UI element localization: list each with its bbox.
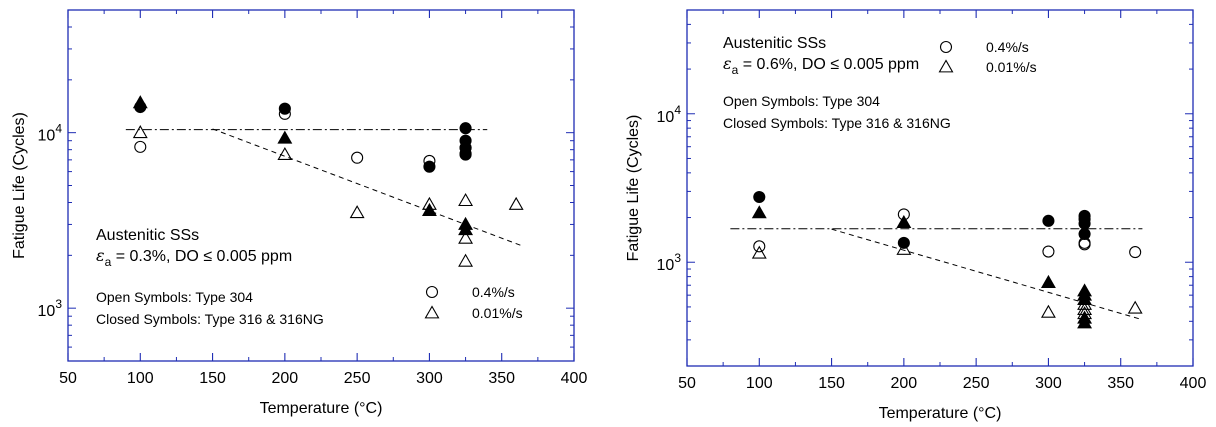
- legend: 0.4%/s 0.01%/s: [424, 284, 523, 321]
- data-point-closed-circle: [1078, 217, 1091, 230]
- legend-label-circle: 0.4%/s: [986, 39, 1029, 55]
- data-point-closed-triangle: [277, 130, 293, 144]
- y-tick-label: 103: [657, 251, 682, 274]
- legend: 0.4%/s 0.01%/s: [938, 39, 1037, 75]
- data-point-closed-circle: [278, 102, 291, 115]
- x-tick-label: 200: [272, 370, 299, 387]
- annotation-open-symbols: Open Symbols: Type 304: [96, 289, 253, 305]
- data-point-closed-triangle: [132, 95, 148, 109]
- data-point-closed-triangle: [1077, 315, 1093, 329]
- annotation-closed-symbols: Closed Symbols: Type 316 & 316NG: [96, 311, 324, 327]
- legend-triangle-marker: [424, 305, 440, 319]
- data-point-open-triangle: [1127, 300, 1143, 314]
- x-tick-label: 50: [59, 370, 77, 387]
- data-point-open-triangle: [896, 241, 912, 255]
- series-open-circle: [134, 107, 472, 168]
- data-point-open-triangle: [508, 196, 524, 210]
- legend-circle-marker: [939, 40, 953, 54]
- x-tick-label: 250: [963, 375, 990, 392]
- x-tick-label: 300: [416, 370, 443, 387]
- data-point-open-triangle: [349, 205, 365, 219]
- x-axis-ticks: 50 100 150 200 250 300 350 400: [59, 10, 587, 387]
- data-point-open-triangle: [277, 146, 293, 161]
- legend-label-circle: 0.4%/s: [472, 284, 515, 300]
- data-point-open-circle: [753, 240, 766, 253]
- data-point-open-circle: [134, 140, 147, 153]
- annotation-conditions: εa = 0.3%, DO ≤ 0.005 ppm: [96, 246, 292, 269]
- data-point-open-triangle: [132, 125, 148, 139]
- data-point-closed-triangle: [1077, 292, 1093, 306]
- y-tick-label: 104: [657, 103, 682, 126]
- legend-circle-marker: [425, 285, 439, 299]
- data-point-open-triangle: [458, 193, 474, 207]
- x-tick-label: 350: [1107, 375, 1134, 392]
- data-point-open-triangle: [1040, 304, 1056, 318]
- legend-label-triangle: 0.01%/s: [986, 59, 1037, 75]
- data-point-open-circle: [351, 151, 364, 164]
- chart-right: 50 100 150 200 250 300 350 400 103 104 Temperature…: [625, 9, 1206, 422]
- annotation-material: Austenitic SSs: [723, 35, 826, 52]
- x-tick-label: 400: [561, 370, 588, 387]
- x-tick-label: 100: [127, 370, 154, 387]
- data-point-closed-circle: [1078, 227, 1091, 241]
- y-axis-ticks: 103 104: [38, 9, 574, 362]
- series-open-triangle: [751, 241, 1143, 320]
- y-axis-title: Fatigue Life (Cycles): [625, 115, 642, 262]
- y-axis-ticks: 103 104: [657, 9, 1193, 367]
- data-point-open-circle: [1042, 245, 1055, 258]
- legend-triangle-marker: [938, 59, 954, 73]
- legend-label-triangle: 0.01%/s: [472, 305, 523, 321]
- x-tick-label: 50: [678, 375, 696, 392]
- data-point-open-triangle: [751, 245, 767, 259]
- x-tick-label: 350: [488, 370, 515, 387]
- data-point-open-triangle: [458, 230, 474, 244]
- x-tick-label: 200: [891, 375, 918, 392]
- x-axis-title: Temperature (°C): [879, 405, 1002, 422]
- x-tick-label: 100: [746, 375, 773, 392]
- x-tick-label: 400: [1180, 375, 1207, 392]
- annotation: Austenitic SSs εa = 0.3%, DO ≤ 0.005 ppm O…: [96, 227, 324, 327]
- x-tick-label: 300: [1035, 375, 1062, 392]
- x-tick-label: 150: [818, 375, 845, 392]
- data-point-closed-triangle: [458, 222, 474, 236]
- series-closed-circle: [753, 190, 1091, 249]
- data-point-closed-circle: [1042, 214, 1055, 227]
- data-point-closed-circle: [753, 190, 766, 204]
- data-point-closed-circle: [423, 160, 436, 173]
- data-point-closed-triangle: [751, 205, 767, 219]
- data-point-closed-circle: [459, 148, 472, 161]
- chart-left: 50 100 150 200 250 300 350 400 103 104 Temperature…: [11, 9, 587, 417]
- y-tick-label: 104: [38, 122, 63, 145]
- fit-line-dashed: [831, 228, 1143, 321]
- data-point-closed-circle: [459, 122, 472, 135]
- annotation-conditions: εa = 0.6%, DO ≤ 0.005 ppm: [723, 54, 919, 77]
- x-tick-label: 150: [199, 370, 226, 387]
- data-point-closed-triangle: [896, 214, 912, 228]
- data-point-closed-triangle: [421, 202, 437, 216]
- annotation: Austenitic SSs εa = 0.6%, DO ≤ 0.005 ppm O…: [723, 35, 951, 131]
- series-closed-circle: [134, 100, 472, 173]
- fit-lines: [125, 128, 524, 247]
- fit-lines: [730, 228, 1143, 321]
- series-closed-triangle: [132, 95, 474, 236]
- annotation-open-symbols: Open Symbols: Type 304: [723, 93, 880, 109]
- data-point-open-triangle: [458, 253, 474, 267]
- y-tick-label: 103: [38, 297, 63, 320]
- fit-line-dashed: [212, 128, 524, 247]
- x-tick-label: 250: [344, 370, 371, 387]
- data-point-open-circle: [1129, 246, 1142, 259]
- annotation-material: Austenitic SSs: [96, 227, 199, 244]
- data-point-closed-triangle: [1040, 274, 1056, 288]
- annotation-closed-symbols: Closed Symbols: Type 316 & 316NG: [723, 115, 951, 131]
- y-axis-title: Fatigue Life (Cycles): [11, 112, 28, 259]
- series-closed-triangle: [751, 205, 1093, 329]
- x-axis-ticks: 50 100 150 200 250 300 350 400: [678, 10, 1206, 392]
- x-axis-title: Temperature (°C): [260, 400, 383, 417]
